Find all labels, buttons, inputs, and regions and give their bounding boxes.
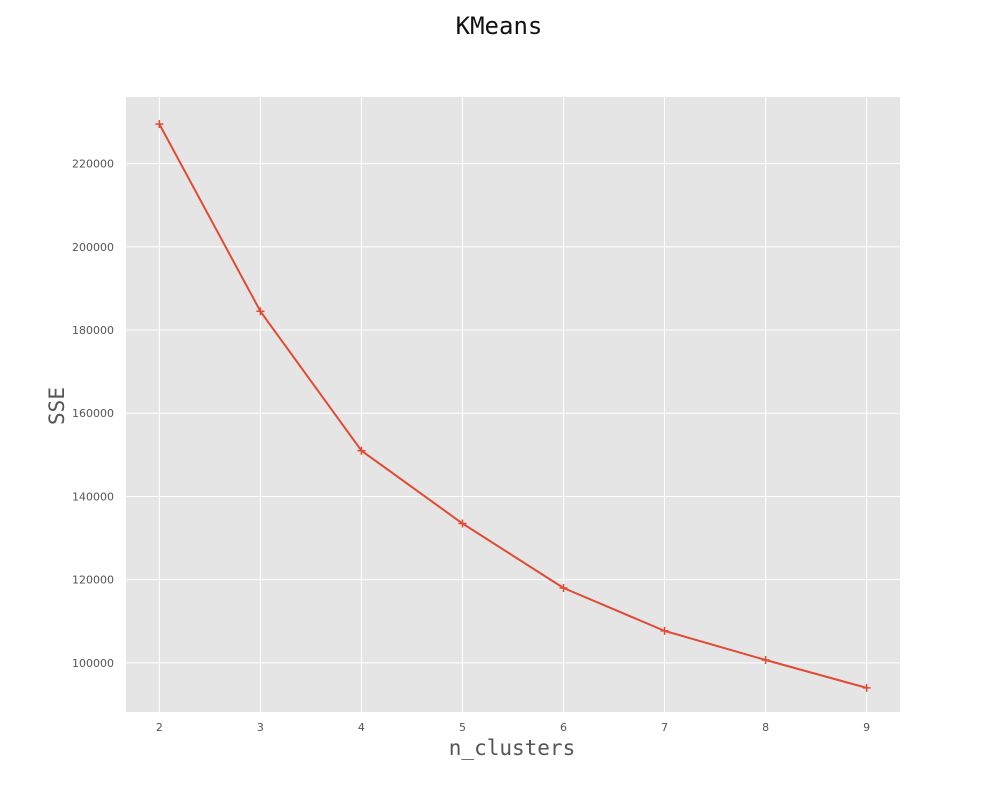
- x-tick-label: 5: [459, 721, 466, 734]
- series: [155, 120, 871, 692]
- y-tick-label: 200000: [72, 241, 114, 254]
- data-point-marker: [660, 626, 669, 635]
- x-tick-label: 3: [257, 721, 264, 734]
- x-tick-label: 8: [762, 721, 769, 734]
- x-tick-label: 7: [661, 721, 668, 734]
- y-tick-label: 180000: [72, 324, 114, 337]
- tick-labels: 2 3 4 5 6 7 8 9 100000 120000 140000 160000 180000 20…: [72, 158, 870, 734]
- y-tick-label: 140000: [72, 490, 114, 503]
- x-tick-label: 6: [560, 721, 567, 734]
- y-tick-label: 160000: [72, 407, 114, 420]
- plot-area: [126, 97, 900, 712]
- y-tick-label: 220000: [72, 158, 114, 171]
- y-tick-label: 100000: [72, 657, 114, 670]
- data-point-marker: [256, 307, 265, 316]
- x-tick-label: 2: [156, 721, 163, 734]
- data-point-marker: [155, 120, 164, 129]
- data-point-marker: [458, 519, 467, 528]
- data-point-marker: [761, 655, 770, 664]
- data-point-marker: [559, 584, 568, 593]
- x-tick-label: 9: [863, 721, 870, 734]
- x-axis-label: n_clusters: [449, 736, 575, 760]
- chart-title: KMeans: [456, 12, 543, 40]
- x-tick-label: 4: [358, 721, 365, 734]
- data-point-marker: [357, 446, 366, 455]
- data-point-marker: [862, 683, 871, 692]
- grid: [126, 97, 900, 712]
- y-axis-label: SSE: [45, 387, 69, 425]
- series-line: [158, 123, 867, 689]
- y-tick-label: 120000: [72, 574, 114, 587]
